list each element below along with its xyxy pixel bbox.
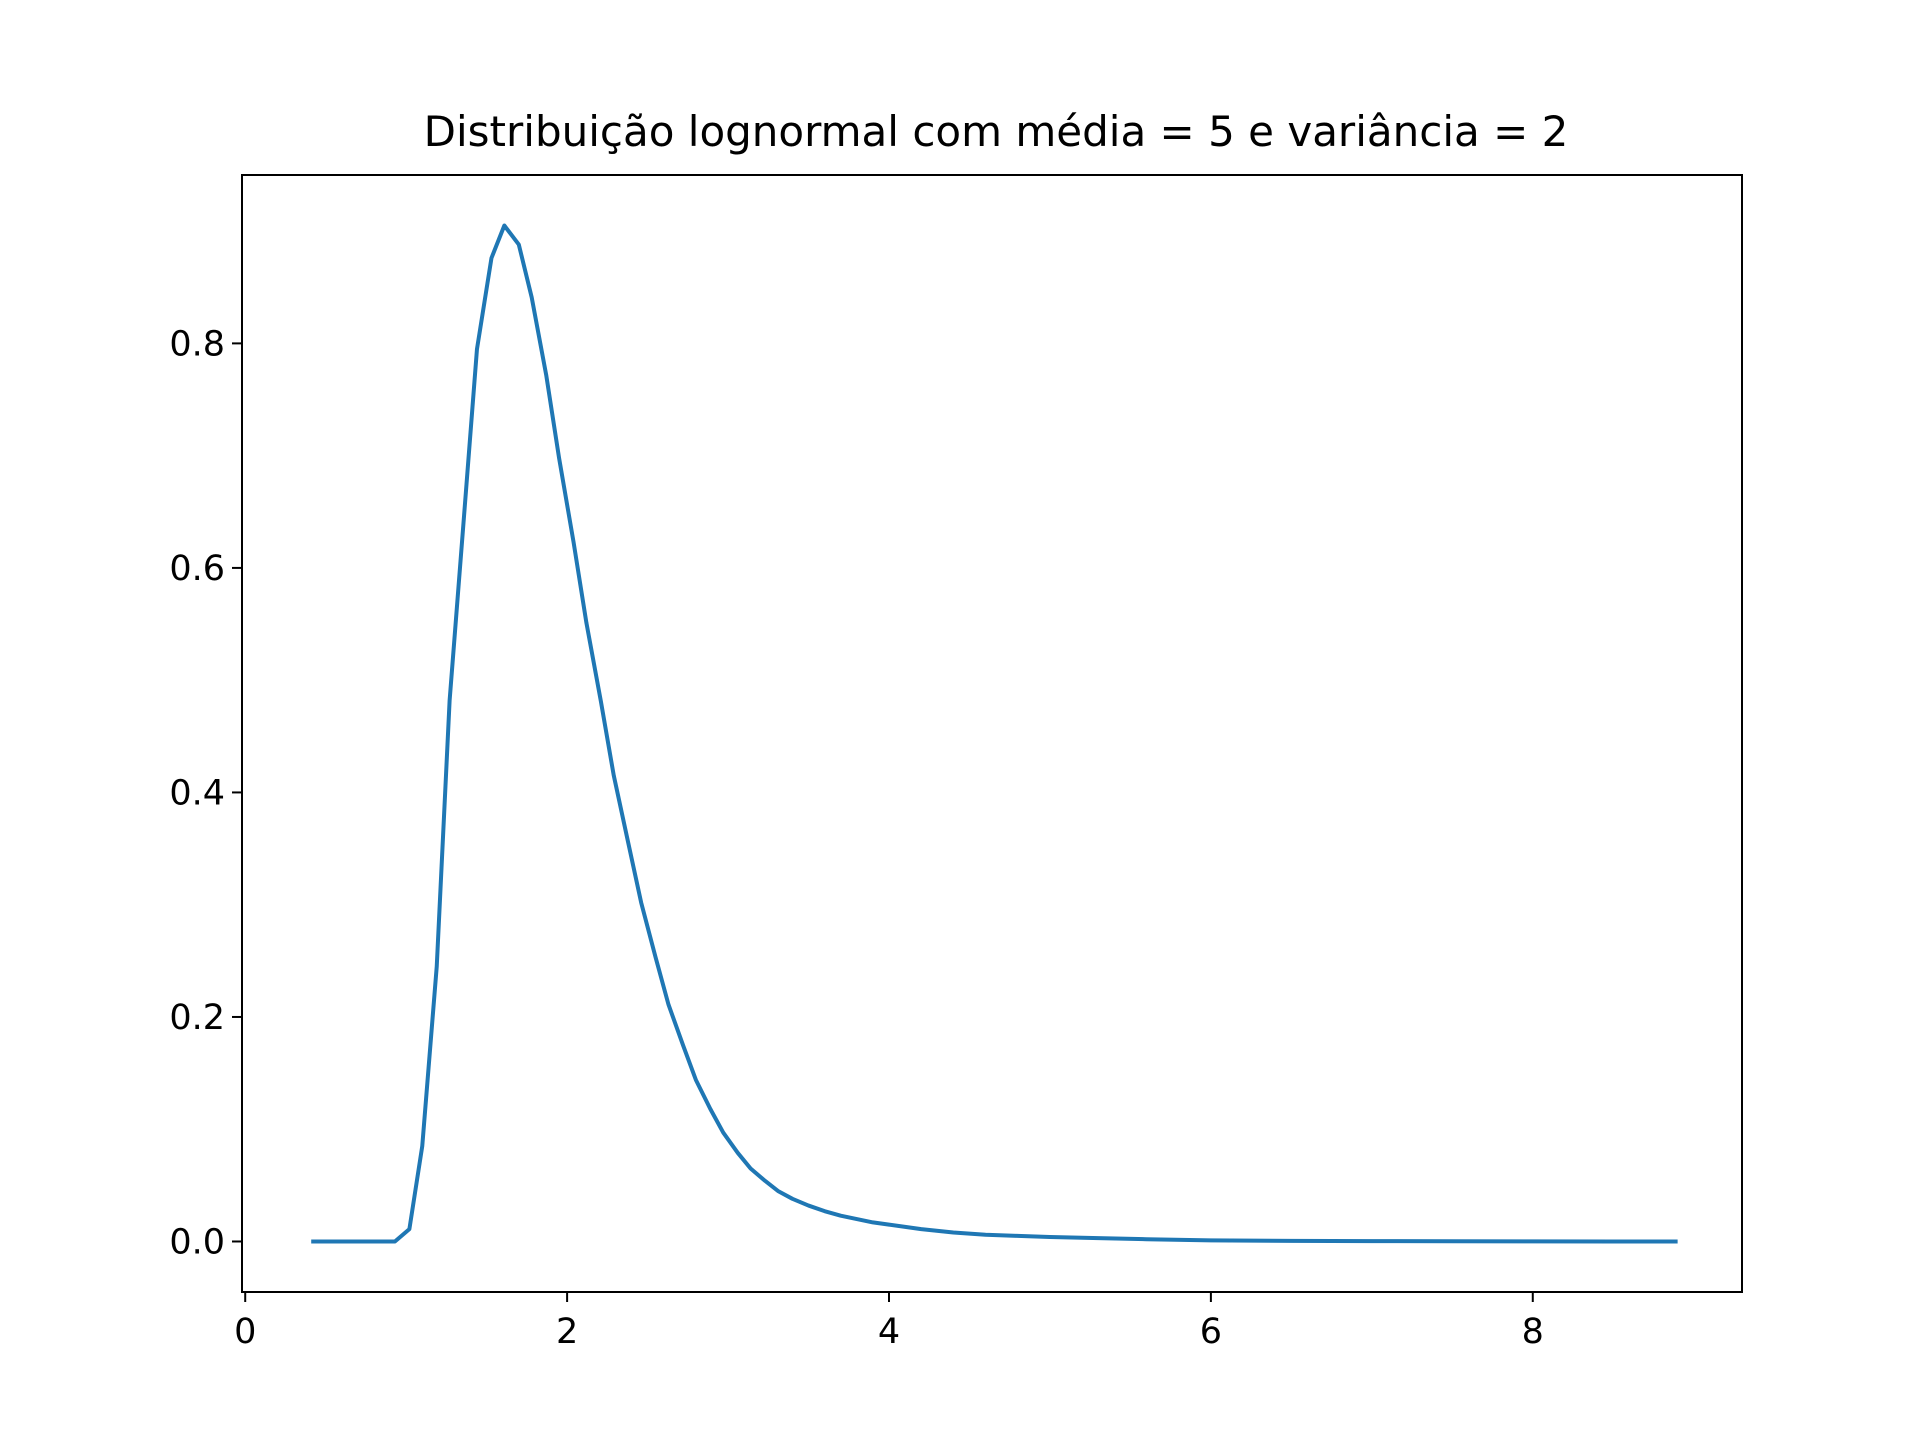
y-axis: 0.0 0.2 0.4 0.6 0.8: [169, 324, 242, 1262]
axes-frame: [241, 174, 1743, 1293]
plot-area: [311, 223, 1678, 1244]
y-tick-label: 0.4: [169, 773, 225, 813]
y-tick-label: 0.6: [169, 549, 225, 589]
x-tick-label: 0: [234, 1312, 256, 1352]
x-axis: 0 2 4 6 8: [234, 1292, 1544, 1352]
y-tick-label: 0.8: [169, 324, 225, 364]
y-tick-label: 0.2: [169, 998, 225, 1038]
series-line-0: [311, 223, 1678, 1244]
x-tick-label: 4: [878, 1312, 900, 1352]
x-tick-label: 6: [1200, 1312, 1222, 1352]
x-tick-label: 8: [1522, 1312, 1544, 1352]
chart-title: Distribuição lognormal com média = 5 e v…: [424, 107, 1569, 156]
y-tick-label: 0.0: [169, 1222, 225, 1262]
x-tick-label: 2: [556, 1312, 578, 1352]
